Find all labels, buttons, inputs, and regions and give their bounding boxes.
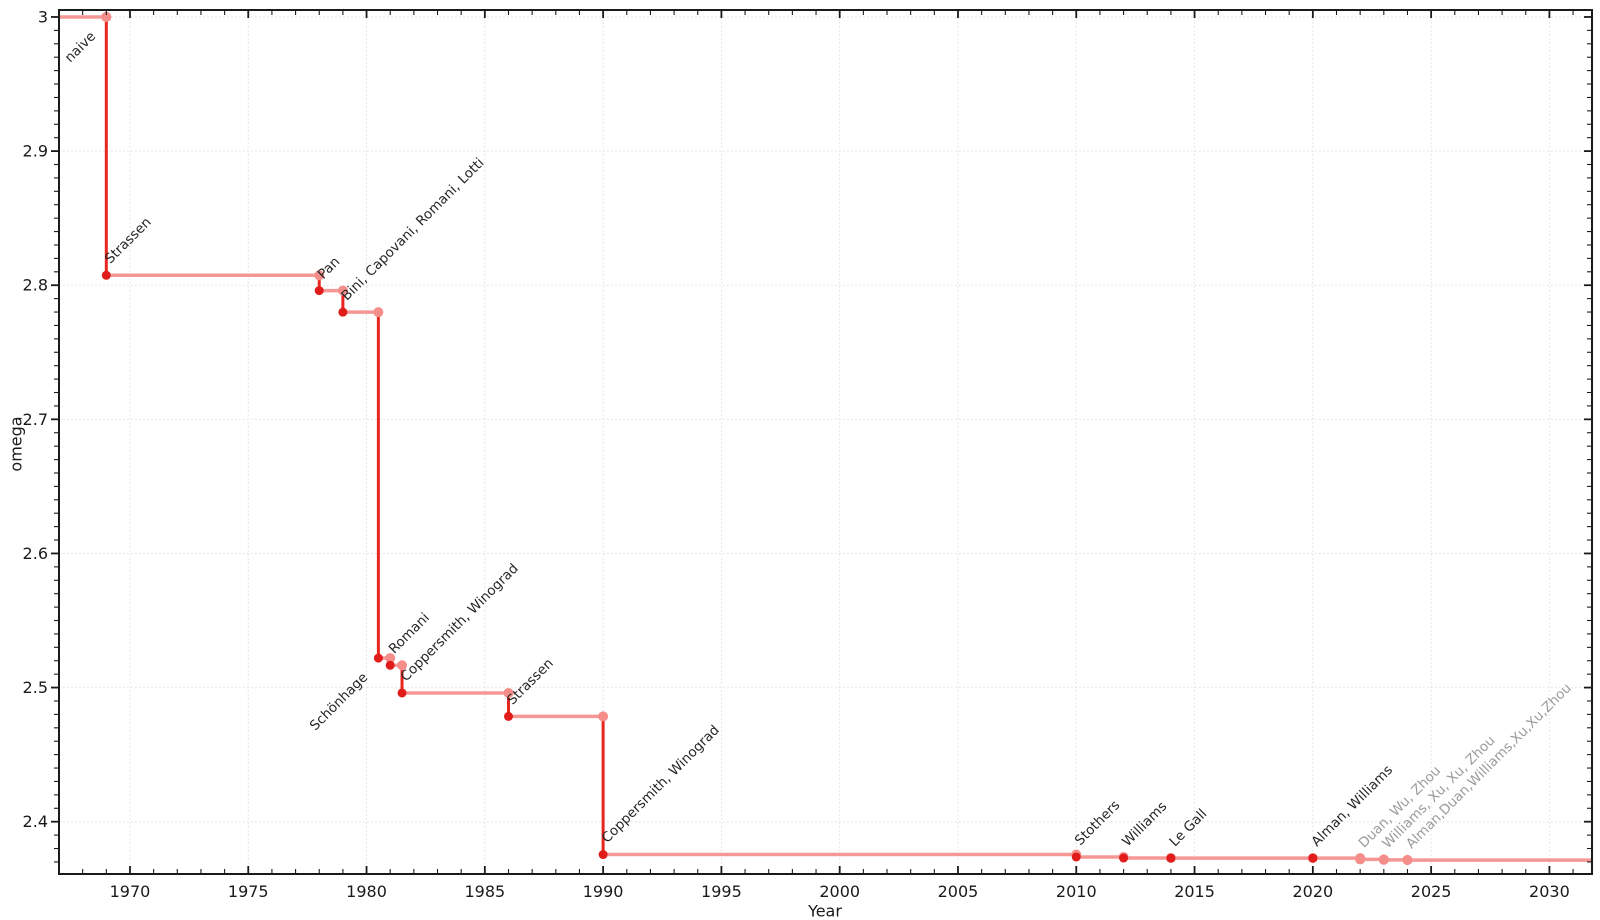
y-tick-label: 2.4	[23, 812, 48, 831]
y-tick-label: 2.9	[23, 142, 48, 161]
data-point-marker	[598, 850, 608, 860]
x-tick-label: 1995	[701, 882, 742, 901]
data-point-marker	[385, 660, 395, 670]
data-point-marker	[397, 688, 407, 698]
annotation-label: Le Gall	[1166, 806, 1210, 850]
data-point-marker	[1071, 852, 1081, 862]
data-point-marker	[373, 307, 384, 318]
series-layer	[59, 15, 1592, 862]
x-tick-label: 1970	[110, 882, 151, 901]
data-point-marker	[1308, 853, 1318, 863]
data-point-marker	[385, 653, 396, 664]
y-axis-label: omega	[6, 416, 26, 472]
data-point-marker	[503, 711, 513, 721]
data-point-marker	[1378, 854, 1389, 865]
annotation-label: Stothers	[1072, 797, 1124, 849]
x-tick-label: 1985	[464, 882, 505, 901]
data-point-marker	[373, 653, 383, 663]
data-point-marker	[397, 660, 408, 671]
x-tick-label: 1990	[583, 882, 624, 901]
x-tick-label: 1975	[228, 882, 269, 901]
x-tick-label: 2015	[1174, 882, 1215, 901]
y-tick-label: 3	[38, 7, 48, 26]
annotation-label: Schönhage	[307, 670, 371, 734]
plot-frame	[58, 9, 1593, 875]
data-point-marker	[101, 11, 112, 22]
x-tick-label: 2000	[819, 882, 860, 901]
annotation-label: Williams, Xu, Xu, Zhou	[1379, 733, 1498, 852]
y-tick-label: 2.6	[23, 544, 48, 563]
annotation-label: Williams	[1119, 799, 1170, 850]
annotation-label: Strassen	[504, 655, 557, 708]
data-point-marker	[314, 286, 324, 296]
data-point-marker	[503, 687, 514, 698]
data-point-marker	[1355, 854, 1366, 865]
x-tick-label: 2025	[1411, 882, 1452, 901]
annotation-label: Strassen	[102, 214, 155, 267]
x-tick-label: 2010	[1056, 882, 1097, 901]
annotation-label: naive	[62, 28, 99, 65]
data-point-marker	[1119, 853, 1129, 863]
x-axis-label: Year	[808, 901, 842, 920]
data-point-marker	[1402, 855, 1413, 866]
markers-layer	[101, 11, 1413, 866]
x-tick-label: 1980	[346, 882, 387, 901]
annotation-label: Bini, Capovani, Romani, Lotti	[338, 155, 487, 304]
x-tick-label: 2030	[1529, 882, 1570, 901]
data-point-marker	[314, 270, 325, 281]
data-point-marker	[338, 307, 348, 317]
annotation-label: Coppersmith, Winograd	[599, 722, 723, 846]
grid-layer	[59, 10, 1592, 874]
data-point-marker	[1166, 853, 1176, 863]
y-tick-label: 2.5	[23, 678, 48, 697]
data-point-marker	[337, 285, 348, 296]
x-tick-label: 2020	[1292, 882, 1333, 901]
data-point-marker	[101, 270, 111, 280]
y-tick-label: 2.8	[23, 276, 48, 295]
x-tick-label: 2005	[938, 882, 979, 901]
y-tick-label: 2.7	[23, 410, 48, 429]
axes-layer: 1970 1975 1980 1985 1990 1995 2000 2005 2010 2015…	[23, 7, 1593, 901]
data-point-marker	[598, 711, 609, 722]
